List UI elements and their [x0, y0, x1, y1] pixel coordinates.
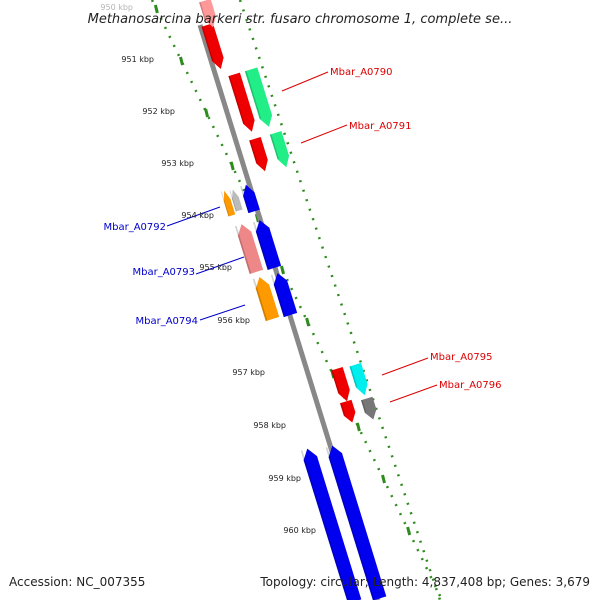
- gene-label-reverse: Mbar_A0794: [135, 316, 198, 327]
- gene-arrow-shadow: [240, 186, 250, 214]
- tick-label: 957 kbp: [232, 368, 265, 377]
- tick-label: 954 kbp: [181, 211, 214, 220]
- tick-label: 959 kbp: [268, 474, 301, 483]
- gene-arrow-shadow: [340, 402, 346, 416]
- gene-arrow-shadow: [249, 140, 258, 164]
- gene-arrow-shadow: [234, 225, 252, 274]
- major-tick-mark: [229, 161, 235, 171]
- major-tick-mark: [179, 56, 184, 66]
- gene-arrow-shadow: [269, 134, 279, 160]
- major-tick-mark: [355, 422, 361, 432]
- gene-arrow-shadow: [349, 366, 358, 388]
- gene-arrow-shadow: [220, 191, 230, 217]
- gene-label-reverse: Mbar_A0792: [103, 222, 166, 233]
- forward-label-leader: [389, 384, 438, 403]
- reverse-track-dots: [150, 0, 444, 600]
- forward-label-leader: [281, 71, 329, 92]
- tick-label: 960 kbp: [283, 526, 316, 535]
- gene-arrow-forward: [244, 67, 273, 127]
- gene-arrow-forward: [199, 0, 216, 28]
- gene-arrow-forward: [201, 23, 224, 69]
- label-leaders-layer: [166, 71, 438, 403]
- gene-arrow-shadow: [300, 450, 349, 600]
- accession-text: Accession: NC_007355: [9, 575, 145, 589]
- gene-arrow-shadow: [201, 26, 214, 62]
- gene-arrow-reverse: [237, 224, 264, 274]
- reverse-label-leader: [199, 304, 246, 321]
- reverse-label-leader: [166, 206, 221, 227]
- major-tick-mark: [406, 526, 412, 536]
- major-tick-mark: [153, 4, 159, 14]
- tick-label: 955 kbp: [199, 263, 232, 272]
- gene-arrow-shadow: [270, 274, 286, 318]
- gene-arrow-reverse: [328, 445, 387, 600]
- gene-labels-layer: Mbar_A0790 Mbar_A0791 Mbar_A0795 Mbar_A0796…: [103, 67, 501, 391]
- gene-arrow-shadow: [229, 190, 237, 212]
- forward-label-leader: [381, 357, 429, 376]
- tick-label: 951 kbp: [121, 55, 154, 64]
- gene-arrow-forward: [228, 72, 255, 132]
- gene-arrow-shadow: [244, 70, 262, 119]
- gene-arrow-shadow: [252, 278, 268, 322]
- major-tick-mark: [204, 108, 210, 118]
- topology-text: Topology: circular; Length: 4,837,408 bp…: [259, 575, 590, 589]
- gene-arrow-shadow: [252, 221, 270, 270]
- major-tick-mark: [280, 265, 285, 275]
- gene-arrow-forward: [349, 362, 368, 396]
- major-tick-mark: [381, 474, 386, 484]
- tick-label: 956 kbp: [217, 316, 250, 325]
- gene-arrow-forward: [249, 137, 268, 172]
- tick-labels-layer: 950 kbp 951 kbp 952 kbp 953 kbp 954 kbp 955 k…: [100, 3, 316, 535]
- gene-arrow-reverse: [243, 184, 260, 214]
- gene-arrow-reverse: [232, 189, 243, 212]
- gene-arrow-shadow: [331, 370, 340, 394]
- gene-arrow-reverse: [273, 273, 298, 318]
- tick-label: 950 kbp: [100, 3, 133, 12]
- gene-arrow-reverse: [303, 448, 362, 600]
- gene-label-forward: Mbar_A0795: [430, 352, 493, 363]
- gene-arrow-shadow: [199, 2, 206, 20]
- forward-label-leader: [300, 124, 348, 144]
- map-title: Methanosarcina barkeri str. fusaro chrom…: [88, 12, 513, 27]
- gene-arrow-shadow: [361, 399, 367, 413]
- gene-arrow-reverse: [223, 190, 236, 217]
- gene-arrow-forward: [340, 399, 356, 423]
- gene-label-forward: Mbar_A0790: [330, 67, 393, 78]
- gene-features-layer: [199, 0, 387, 600]
- gene-arrow-reverse: [255, 220, 282, 270]
- gene-label-reverse: Mbar_A0793: [132, 267, 195, 278]
- gene-arrow-forward: [361, 396, 377, 420]
- tick-dots-layer: [150, 0, 444, 600]
- gene-arrow-forward: [331, 367, 350, 402]
- gene-arrow-shadow: [325, 447, 375, 600]
- gene-arrow-reverse: [255, 277, 280, 322]
- tick-label: 958 kbp: [253, 421, 286, 430]
- gene-label-forward: Mbar_A0796: [439, 380, 502, 391]
- reverse-label-leader: [195, 256, 245, 275]
- tick-label: 953 kbp: [161, 159, 194, 168]
- gene-arrow-forward: [269, 131, 290, 168]
- major-tick-mark: [305, 317, 311, 327]
- tick-label: 952 kbp: [142, 107, 175, 116]
- gene-label-forward: Mbar_A0791: [349, 121, 412, 132]
- gene-arrow-shadow: [228, 75, 245, 124]
